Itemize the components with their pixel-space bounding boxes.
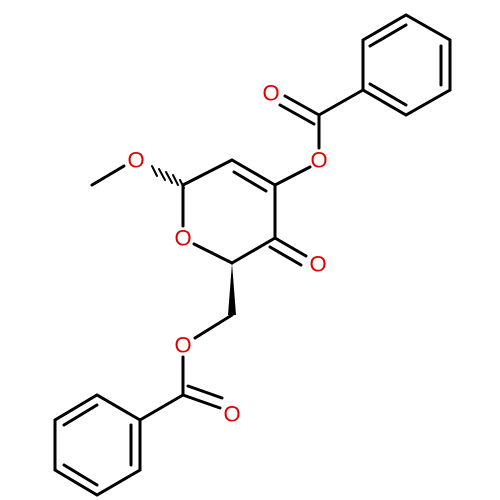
bond xyxy=(317,88,365,117)
bond xyxy=(230,236,277,265)
benzene-ring xyxy=(53,393,142,497)
aromatic-bond xyxy=(368,82,408,107)
benzene-ring xyxy=(361,13,452,117)
bond xyxy=(268,245,303,267)
atom-label: O xyxy=(127,148,144,173)
atom-label: O xyxy=(262,81,279,106)
bond xyxy=(192,242,234,265)
hashed-wedge xyxy=(151,165,185,189)
atom-label: O xyxy=(309,252,326,277)
bond xyxy=(181,393,222,410)
bond xyxy=(278,103,316,126)
atom-labels: O O O O O O O xyxy=(127,81,327,427)
aromatic-bond xyxy=(62,403,99,427)
bond xyxy=(90,164,126,187)
bond xyxy=(232,170,268,193)
atom-label: O xyxy=(174,226,191,251)
bond xyxy=(186,384,224,400)
bond xyxy=(193,313,234,340)
aromatic-bond xyxy=(62,463,99,487)
bond xyxy=(230,158,277,187)
bonds xyxy=(53,13,452,497)
wedge xyxy=(228,263,236,315)
atom-label: O xyxy=(174,333,191,358)
atom-label: O xyxy=(223,402,240,427)
bond xyxy=(273,165,312,187)
bond xyxy=(181,158,234,187)
bond xyxy=(138,393,185,422)
atom-label: O xyxy=(310,148,327,173)
bond xyxy=(283,94,321,117)
aromatic-bond xyxy=(368,23,408,48)
bond xyxy=(273,236,308,258)
